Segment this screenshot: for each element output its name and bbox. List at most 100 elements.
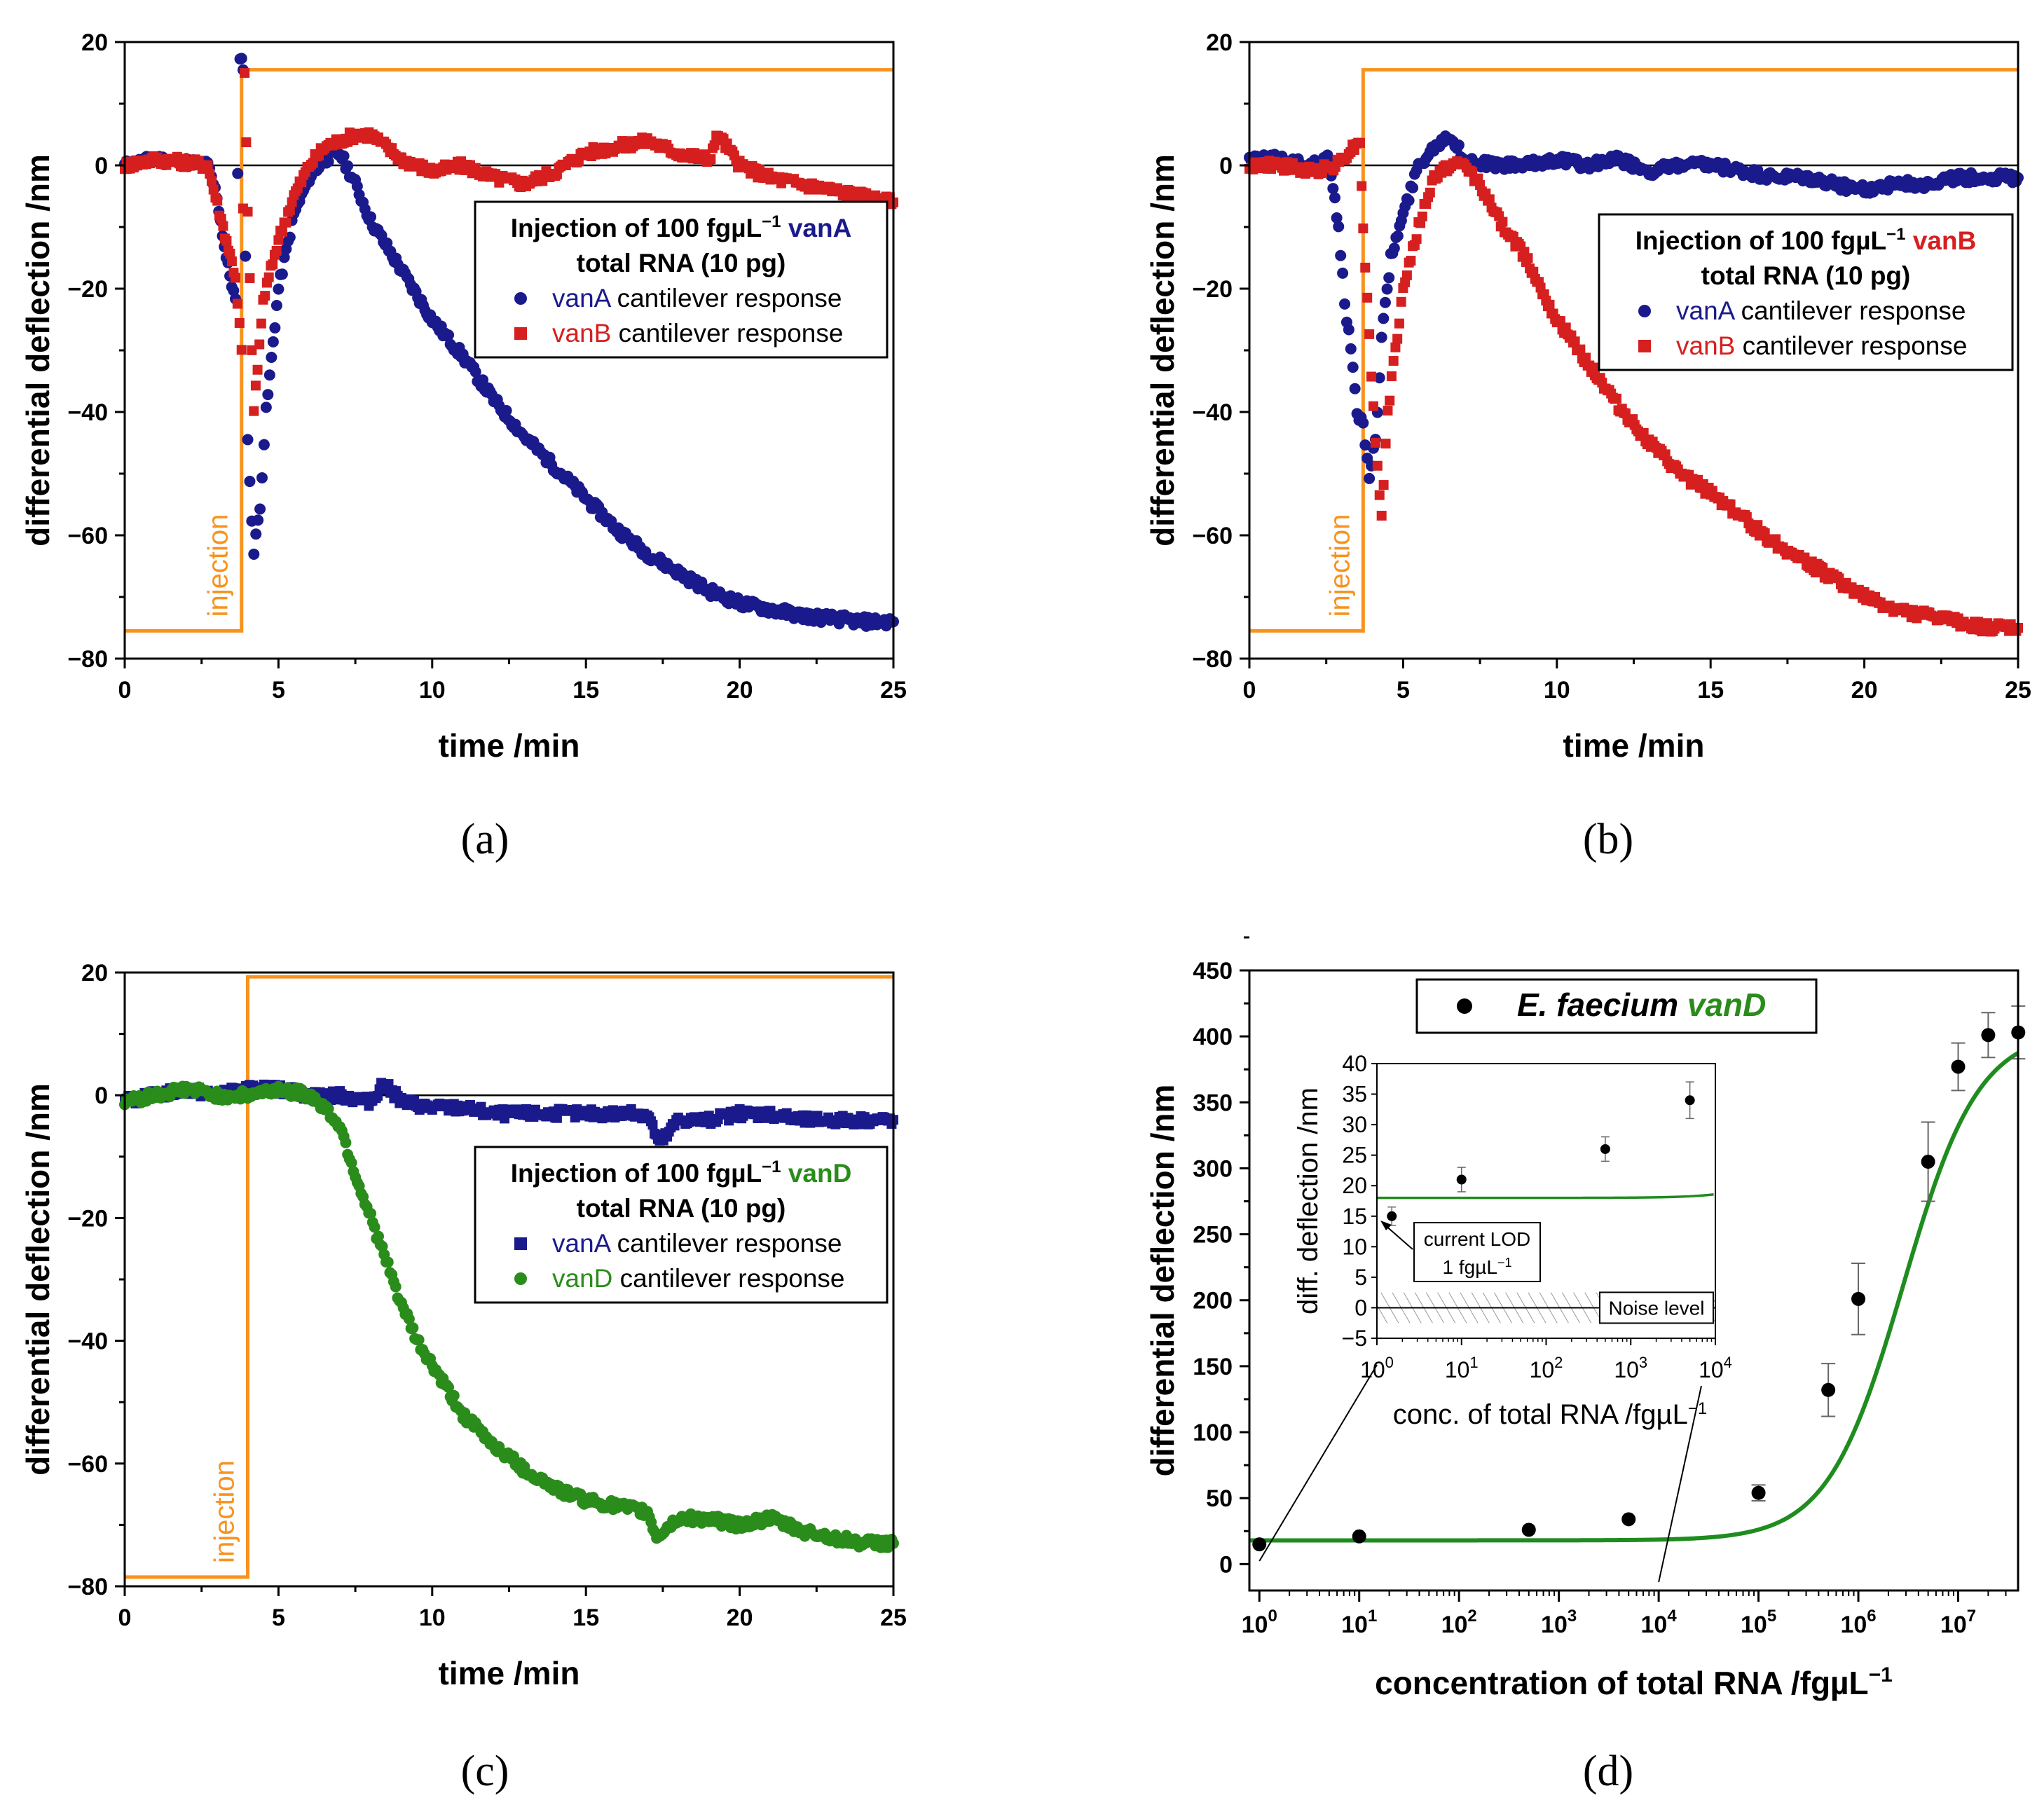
injection-line: [1249, 68, 2018, 633]
data-point: [1417, 211, 1427, 221]
inset-data-point: [1600, 1143, 1610, 1154]
data-point: [1411, 234, 1422, 245]
inset-x-tick-label: 104: [1699, 1354, 1732, 1382]
data-point: [212, 195, 223, 206]
data-point: [284, 205, 295, 216]
zoom-connector: [1258, 1364, 1378, 1562]
x-axis-label: time /min: [439, 727, 580, 764]
series-vanD: [119, 1080, 899, 1553]
y-tick-label: 0: [1219, 1551, 1233, 1578]
legend-entry: E. faecium vanD: [1517, 987, 1766, 1023]
data-point: [706, 154, 716, 165]
legend-subtitle: total RNA (10 pg): [577, 1194, 786, 1223]
lod-arrow-head: [1380, 1221, 1392, 1230]
legend-title-part: Injection of 100 fgµL: [511, 1159, 762, 1188]
data-point: [258, 439, 270, 451]
data-point: [477, 374, 489, 386]
data-point: [248, 548, 260, 560]
lod-label: current LOD: [1424, 1228, 1531, 1250]
x-tick-label: 5: [1397, 677, 1410, 703]
y-tick-label: 20: [81, 960, 108, 987]
data-point: [342, 160, 354, 172]
data-point: [1331, 212, 1343, 224]
y-axis-label: differential deflection /nm: [20, 1083, 56, 1476]
legend-entry-part: cantilever response: [610, 284, 842, 312]
data-point: [277, 226, 287, 237]
y-tick-label: 300: [1193, 1155, 1233, 1182]
lod-value: 1 fgµL−1: [1443, 1256, 1512, 1278]
data-point: [1368, 401, 1378, 411]
data-point: [1425, 187, 1435, 198]
data-point: [1406, 256, 1416, 266]
data-point: [254, 503, 266, 515]
x-tick-label-part: 10: [1840, 1612, 1867, 1638]
inset-x-tick-label-part: 10: [1360, 1357, 1385, 1382]
inset-fit-curve: [1377, 1193, 1714, 1200]
x-tick-label: 5: [272, 677, 285, 703]
data-point: [1337, 267, 1349, 279]
data-point: [1484, 194, 1495, 205]
data-point: [1851, 1291, 1866, 1306]
x-axis-label-part: −1: [1869, 1663, 1893, 1686]
x-tick-label: 10: [1544, 677, 1570, 703]
legend-title-part: Injection of 100 fgµL: [511, 214, 762, 242]
legend-marker: [1638, 305, 1651, 317]
legend-box: [474, 1146, 889, 1304]
panel-c: injection 0 5 10 15 20 25 20 0 −20 −40 −60 −80 time /…: [20, 960, 907, 1691]
data-point: [1407, 182, 1419, 194]
legend-entry-part: vanA: [1676, 296, 1736, 325]
y-tick-label: −60: [67, 523, 108, 549]
data-point: [1329, 192, 1340, 204]
data-point: [242, 207, 253, 217]
y-axis-label: differential deflection /nm: [1144, 154, 1181, 547]
inset-x-tick-label-part: 1: [1469, 1354, 1478, 1371]
data-point: [218, 221, 228, 231]
x-tick-label: 20: [727, 677, 753, 703]
x-tick-label-part: 2: [1467, 1607, 1476, 1626]
data-point: [1374, 490, 1385, 500]
x-tick-label: 0: [118, 677, 132, 703]
data-point: [254, 339, 265, 350]
data-point: [1725, 499, 1736, 509]
data-point: [1357, 181, 1367, 191]
data-point: [252, 364, 263, 375]
data-point: [1392, 334, 1403, 344]
legend: E. faecium vanD: [1415, 978, 1818, 1034]
x-tick-label: 101: [1341, 1607, 1377, 1638]
data-point: [1333, 221, 1345, 233]
data-point: [338, 150, 350, 162]
x-tick-label: 20: [727, 1605, 753, 1631]
injection-label: injection: [210, 1460, 240, 1563]
lod-value-part: −1: [1497, 1256, 1512, 1270]
x-tick-label: 10: [419, 677, 446, 703]
data-point: [1394, 318, 1404, 329]
y-tick-label: 20: [1206, 29, 1233, 56]
data-point: [1372, 460, 1383, 471]
noise-label-box: [1599, 1291, 1714, 1324]
inset-x-tick-label-part: 10: [1530, 1357, 1555, 1382]
legend-entry-part: cantilever response: [612, 1264, 844, 1293]
legend-box: [1415, 978, 1818, 1034]
data-point: [271, 245, 282, 256]
x-tick-label: 0: [118, 1605, 132, 1631]
legend-marker: [1638, 340, 1651, 352]
data-point: [1621, 1512, 1636, 1527]
data-point: [241, 137, 252, 148]
inset-x-tick-label-part: 3: [1639, 1354, 1647, 1371]
data-point: [365, 1207, 377, 1219]
data-point: [1385, 395, 1395, 406]
data-point: [1354, 137, 1365, 148]
data-point: [232, 167, 244, 179]
data-point: [345, 1157, 357, 1169]
y-tick-label: −60: [67, 1451, 108, 1478]
legend-title-part: −1: [762, 1157, 781, 1176]
inset-y-tick-label: 0: [1354, 1295, 1367, 1320]
inset-x-tick-label-part: 4: [1724, 1354, 1732, 1371]
inset-y-tick-label: 20: [1342, 1173, 1367, 1198]
data-point: [203, 160, 213, 170]
data-point: [1497, 217, 1508, 227]
